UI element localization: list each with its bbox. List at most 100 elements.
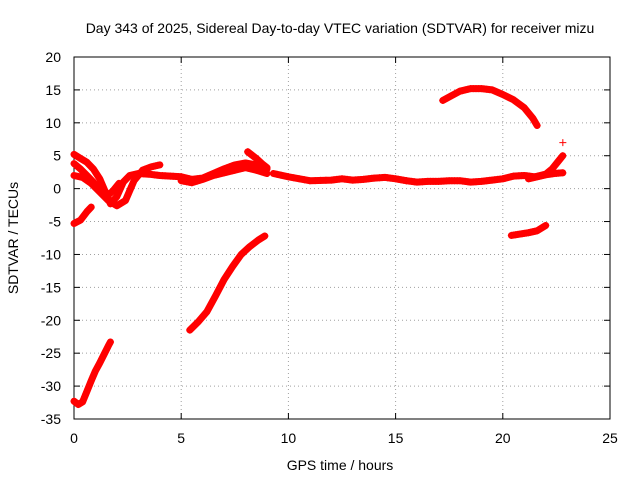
y-tick-label: 0	[53, 181, 61, 197]
data-point	[290, 174, 298, 182]
data-point	[107, 189, 115, 197]
y-tick-label: -5	[49, 214, 62, 230]
data-point	[532, 120, 540, 128]
data-point	[97, 179, 105, 187]
data-point	[78, 167, 86, 175]
data-point	[81, 170, 89, 178]
series-band	[439, 85, 541, 129]
data-marks	[70, 85, 567, 409]
data-point	[277, 171, 285, 179]
data-point	[207, 300, 215, 308]
data-point	[542, 221, 550, 229]
grid	[74, 57, 610, 419]
series-arc-h	[525, 169, 567, 183]
data-point	[254, 156, 262, 164]
data-point	[559, 169, 567, 177]
y-tick-label: -20	[41, 312, 61, 328]
series-arc-m	[507, 221, 550, 239]
x-axis-label: GPS time / hours	[287, 457, 394, 473]
data-point	[212, 292, 220, 300]
x-tick-label: 0	[70, 430, 78, 446]
data-point	[216, 284, 224, 292]
data-point	[97, 188, 105, 196]
series-arc-j	[186, 232, 269, 334]
data-point	[126, 187, 134, 195]
data-point	[87, 203, 95, 211]
series-arc-e	[244, 148, 271, 172]
y-tick-label: -30	[41, 378, 61, 394]
data-point	[218, 280, 226, 288]
data-point	[205, 304, 213, 312]
data-point	[531, 118, 539, 126]
data-point	[106, 339, 114, 347]
data-point	[203, 308, 211, 316]
data-point	[96, 186, 104, 194]
plot-frame	[73, 56, 611, 420]
series-arc-l	[439, 85, 541, 129]
data-point	[106, 338, 114, 346]
data-point	[75, 217, 83, 225]
data-point	[559, 139, 567, 147]
chart-title: Day 343 of 2025, Sidereal Day-to-day VTE…	[86, 20, 595, 36]
data-point	[72, 219, 80, 227]
y-tick-label: -25	[41, 345, 61, 361]
series-arc-k	[70, 338, 114, 409]
series-arc-c	[70, 160, 123, 201]
data-point	[99, 189, 107, 197]
data-point	[273, 170, 281, 178]
axis-ticks: 0 5 10 15 20 25 20 15 10 5 0 -5 -10 -15 -20 -25 -30 -35	[41, 49, 618, 446]
x-tick-label: 25	[602, 430, 618, 446]
data-point	[214, 288, 222, 296]
data-point	[80, 168, 88, 176]
data-point	[263, 169, 271, 177]
data-point	[281, 172, 289, 180]
data-point	[261, 232, 269, 240]
data-point	[300, 176, 308, 184]
data-point	[252, 154, 260, 162]
data-point	[83, 158, 91, 166]
data-point	[269, 169, 277, 177]
data-point	[209, 296, 217, 304]
data-point	[559, 152, 567, 160]
data-point	[86, 175, 94, 183]
x-tick-label: 20	[495, 430, 511, 446]
series-isolated	[559, 139, 567, 147]
series-arc-d	[177, 164, 271, 187]
x-tick-label: 15	[388, 430, 404, 446]
data-point	[88, 163, 96, 171]
data-point	[88, 176, 96, 184]
data-point	[263, 164, 271, 172]
series-arc-a	[70, 150, 271, 208]
series-arc-f	[269, 169, 410, 185]
data-point	[96, 175, 104, 183]
data-point	[284, 173, 292, 181]
data-point	[558, 153, 566, 161]
data-point	[529, 114, 537, 122]
data-point	[84, 173, 92, 181]
y-axis-label: SDTVAR / TECUs	[5, 182, 21, 294]
data-point	[75, 164, 83, 172]
data-point	[156, 161, 164, 169]
data-point	[114, 189, 122, 197]
data-point	[262, 163, 270, 171]
y-tick-label: 10	[45, 115, 61, 131]
y-tick-label: 15	[45, 82, 61, 98]
y-tick-label: 5	[53, 148, 61, 164]
data-point	[73, 218, 81, 226]
data-point	[124, 173, 132, 181]
y-tick-label: -15	[41, 279, 61, 295]
data-point	[83, 171, 91, 179]
series-band	[186, 232, 269, 334]
y-tick-label: -35	[41, 411, 61, 427]
y-tick-label: 20	[45, 49, 61, 65]
data-point	[533, 121, 541, 129]
data-point	[86, 162, 94, 170]
data-point	[115, 179, 123, 187]
data-point	[121, 196, 129, 204]
data-point	[255, 157, 263, 165]
data-point	[84, 160, 92, 168]
data-point	[295, 175, 303, 183]
data-point	[530, 116, 538, 124]
data-point	[124, 192, 132, 200]
data-point	[76, 165, 84, 173]
